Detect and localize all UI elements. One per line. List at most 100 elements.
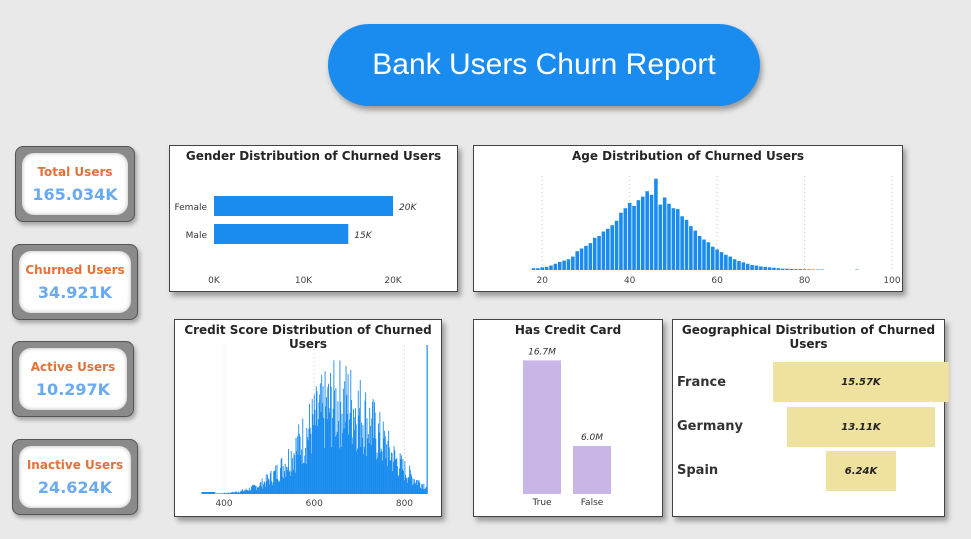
credit-score-bar <box>366 418 368 494</box>
credit-score-bar <box>412 478 414 494</box>
chart-title: Age Distribution of Churned Users <box>571 149 805 163</box>
kpi-card-total-users: Total Users 165.034K <box>15 146 135 222</box>
credit-score-bar <box>355 408 356 494</box>
age-bar <box>549 265 553 270</box>
age-chart-panel: Age Distribution of Churned Users 20 40 60… <box>473 145 903 292</box>
geo-category-label: France <box>677 375 727 390</box>
credit-score-bar <box>364 400 366 494</box>
credit-score-bar <box>334 436 336 494</box>
age-bar <box>732 259 737 270</box>
credit-score-bar <box>413 483 415 494</box>
credit-score-bar <box>371 418 373 494</box>
credit-score-bar <box>367 434 369 494</box>
credit-score-bar <box>304 455 306 494</box>
credit-score-bar <box>402 458 404 494</box>
credit-score-bar <box>239 492 241 494</box>
credit-score-bar <box>209 492 211 494</box>
age-bar <box>632 205 636 270</box>
credit-score-bar <box>292 469 294 494</box>
x-tick-label: 800 <box>396 499 413 509</box>
credit-score-bar <box>360 446 362 494</box>
age-bar <box>627 202 632 270</box>
credit-score-bar <box>254 485 256 494</box>
credit-score-bar <box>233 492 235 494</box>
credit-score-bar <box>272 482 274 494</box>
credit-score-bar <box>419 482 421 494</box>
age-bar <box>562 260 566 270</box>
credit-score-bar <box>347 374 349 494</box>
age-bar <box>715 249 719 270</box>
age-bar <box>772 267 776 270</box>
credit-score-bar <box>413 479 415 494</box>
credit-score-bar <box>273 470 275 494</box>
geo-bar: 13.11K <box>786 407 936 447</box>
credit-score-bar <box>382 421 384 494</box>
credit-score-bar <box>329 412 331 494</box>
credit-score-bar <box>208 492 210 494</box>
credit-score-bar <box>281 457 283 494</box>
age-bar <box>601 231 606 270</box>
credit-score-bar <box>361 437 363 494</box>
credit-score-bar <box>380 448 382 494</box>
credit-score-bar <box>399 468 400 494</box>
credit-score-bar <box>237 492 239 494</box>
geo-chart-panel: Geographical Distribution of Churned Use… <box>672 319 949 517</box>
age-bar <box>658 204 663 270</box>
age-bar <box>706 242 711 270</box>
credit-score-bar <box>352 437 354 494</box>
credit-score-bar <box>255 486 257 494</box>
credit-score-bar <box>350 369 352 494</box>
credit-score-bar <box>303 463 305 494</box>
credit-score-bar <box>256 490 258 494</box>
credit-score-bar <box>292 458 294 494</box>
geo-bar: 6.24K <box>825 451 897 491</box>
credit-score-bar <box>233 492 235 494</box>
age-bar <box>776 268 781 270</box>
credit-score-bar <box>223 492 225 494</box>
credit-score-bar <box>273 471 275 494</box>
credit-score-bar <box>232 492 234 494</box>
credit-score-bar <box>290 476 292 494</box>
credit-score-bar <box>416 479 418 494</box>
credit-score-bar <box>268 479 270 494</box>
credit-score-bar <box>240 491 241 494</box>
credit-score-bar <box>277 481 279 494</box>
credit-score-bar <box>314 410 316 494</box>
credit-score-bar <box>222 493 224 494</box>
credit-score-bar <box>336 431 338 494</box>
report-title: Bank Users Churn Report <box>328 24 760 106</box>
credit-score-bar <box>408 477 410 494</box>
credit-score-bar <box>260 481 262 494</box>
age-bar <box>544 266 549 270</box>
age-bar <box>763 266 767 270</box>
credit-score-bar <box>212 492 214 494</box>
credit-score-bar <box>354 417 356 494</box>
kpi-value: 10.297K <box>35 379 111 399</box>
credit-score-bar <box>201 492 203 494</box>
age-bar <box>798 269 802 270</box>
credit-score-bar <box>403 470 404 494</box>
credit-score-bar <box>289 470 291 494</box>
credit-score-bar <box>406 478 408 494</box>
credit-card-chart-panel: Has Credit Card 16.7M True 6.0M False <box>473 319 663 517</box>
x-tick-label: 100 <box>883 276 900 286</box>
kpi-value: 165.034K <box>32 184 118 204</box>
credit-score-bar <box>267 474 269 494</box>
credit-card-category-label: False <box>581 498 604 508</box>
credit-score-bar <box>219 493 220 494</box>
x-tick-label: 400 <box>215 499 232 509</box>
credit-score-bar <box>417 485 419 494</box>
credit-score-bar <box>420 487 421 494</box>
credit-score-bar <box>339 360 341 494</box>
age-bar <box>767 267 772 270</box>
credit-score-bar <box>236 492 238 494</box>
credit-score-bar <box>225 492 227 494</box>
credit-score-bar <box>262 488 264 494</box>
credit-score-bar <box>337 401 339 494</box>
credit-score-bar <box>348 434 350 494</box>
credit-score-bar <box>423 483 425 494</box>
credit-score-bar <box>390 460 392 494</box>
gender-chart-panel: Gender Distribution of Churned Users Fem… <box>169 145 458 292</box>
credit-score-bar <box>332 408 334 494</box>
kpi-card-inner: Active Users 10.297K <box>19 348 127 410</box>
